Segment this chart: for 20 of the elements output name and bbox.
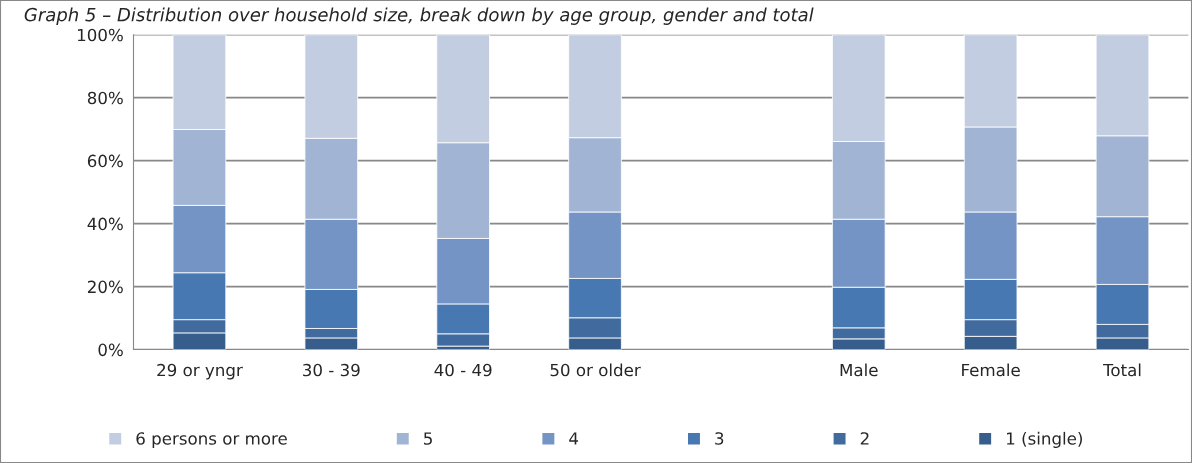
x-tick-label: Male <box>840 363 878 377</box>
y-tick-label: 60% <box>87 154 123 168</box>
legend-label: 1 (single) <box>1007 431 1082 448</box>
x-tick-label: 50 or older <box>550 363 641 377</box>
y-tick-label: 80% <box>87 91 123 105</box>
x-tick-label: Female <box>962 363 1020 377</box>
x-tick-label: Total <box>1102 363 1141 377</box>
y-tick-label: 40% <box>87 217 123 231</box>
y-tick-label: 100% <box>77 28 123 42</box>
x-tick-label: 40 - 49 <box>434 363 492 377</box>
y-tick-label: 20% <box>87 280 123 294</box>
x-tick-label: 30 - 39 <box>303 363 360 377</box>
chart-title: Graph 5 – Distribution over household size, break down by age group, gender and total <box>24 7 814 25</box>
legend-label: 5 <box>424 432 432 445</box>
legend-label: 3 <box>715 432 724 445</box>
x-tick-label: 29 or yngr <box>157 363 243 380</box>
legend-label: 2 <box>860 432 869 445</box>
legend-label: 4 <box>569 432 579 445</box>
legend-label: 6 persons or more <box>136 432 287 448</box>
y-tick-label: 0% <box>98 343 123 357</box>
